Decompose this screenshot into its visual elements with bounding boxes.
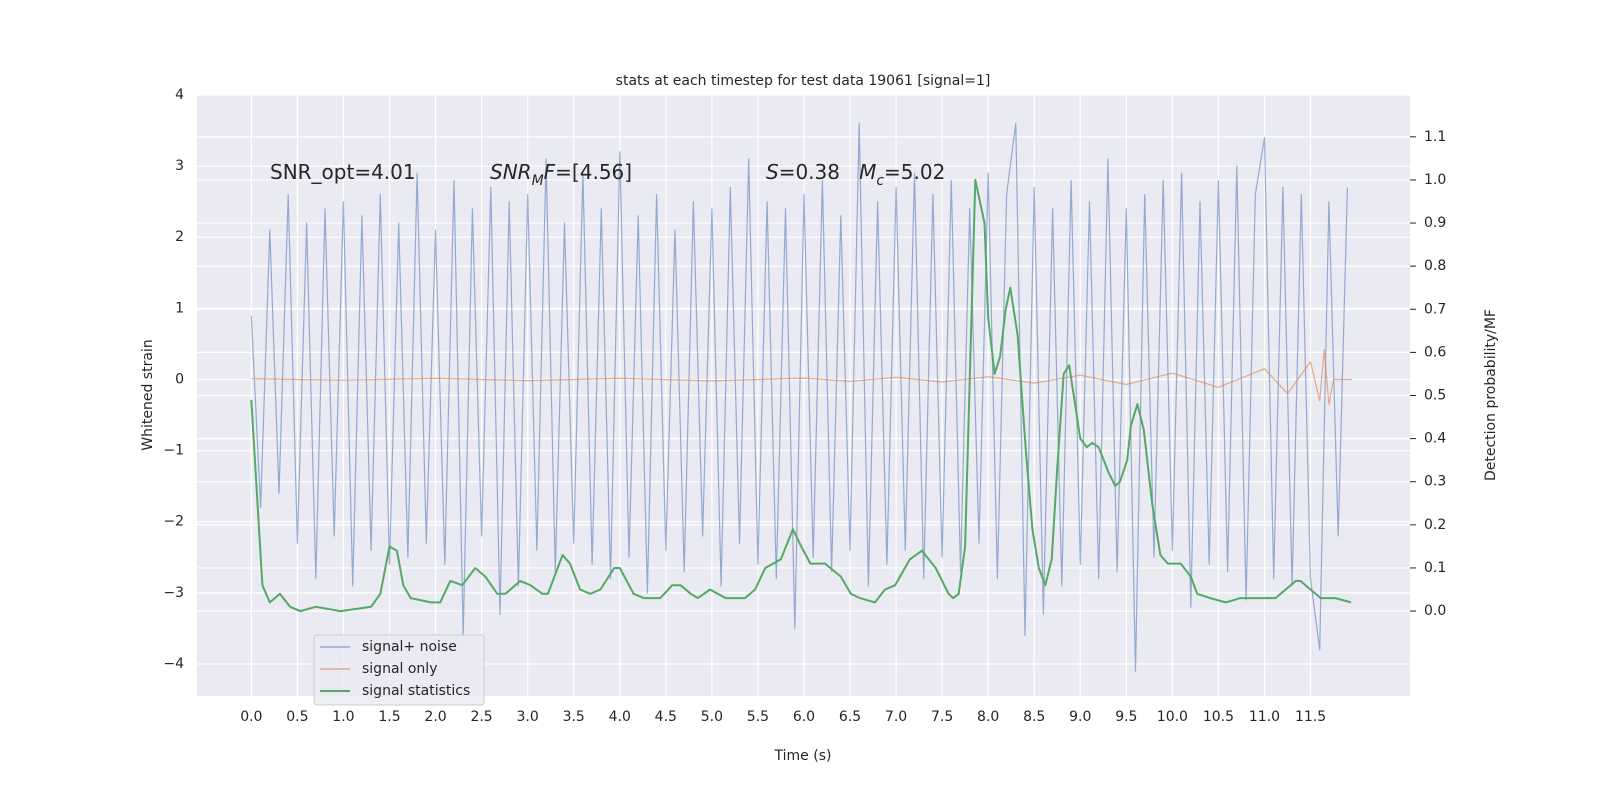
x-tick-label: 3.0 (517, 709, 539, 725)
x-tick-label: 8.5 (1023, 709, 1045, 725)
x-tick-label: 8.0 (977, 709, 999, 725)
y-tick-label: −4 (163, 656, 184, 672)
y2-tick-label: 0.6 (1424, 344, 1446, 360)
marks (250, 122, 1352, 672)
y2-tick-label: 0.8 (1424, 258, 1446, 274)
y-tick-label: 0 (175, 371, 184, 387)
x-tick-label: 4.5 (655, 709, 677, 725)
x-tick-label: 11.0 (1249, 709, 1280, 725)
annotation-part: SNR_opt=4.01 (270, 160, 416, 184)
legend-label: signal statistics (362, 683, 470, 699)
annotation: SNR_opt=4.01 (270, 160, 416, 184)
annotations: SNR_opt=4.01 SNRMF=[4.56] S=0.38 Mc=5.02 (270, 160, 945, 190)
legend: signal+ noise signal only signal statistic… (313, 634, 485, 706)
annotation-part: S (766, 160, 779, 184)
legend-box (313, 634, 485, 706)
annotation-part: =5.02 (884, 160, 945, 184)
y2-axis-label: Detection probability/MF (1483, 309, 1499, 481)
x-tick-label: 4.0 (609, 709, 631, 725)
x-tick-label: 0.0 (240, 709, 262, 725)
x-tick-label: 7.0 (885, 709, 907, 725)
legend-label: signal only (362, 661, 437, 677)
annotation-part: =[4.56] (555, 160, 632, 184)
y2-tick-label: 1.0 (1424, 172, 1446, 188)
series-line (251, 349, 1352, 405)
y2-tick-label: 0.0 (1424, 603, 1446, 619)
x-tick-label: 1.5 (378, 709, 400, 725)
annotation-part: c (876, 173, 884, 189)
annotation: SNRMF=[4.56] (490, 160, 632, 190)
x-tick-label: 3.5 (563, 709, 585, 725)
x-tick-label: 5.0 (701, 709, 723, 725)
annotation: S=0.38 Mc=5.02 (766, 160, 945, 190)
annotation-part: SNR (490, 160, 532, 184)
legend-label: signal+ noise (362, 639, 457, 655)
y2-tick-label: 1.1 (1424, 129, 1446, 145)
x-tick-label: 9.0 (1069, 709, 1091, 725)
annotation-part: M (532, 173, 544, 189)
y-tick-label: −3 (163, 585, 184, 601)
x-axis-label: Time (s) (774, 748, 832, 764)
series-line (250, 122, 1348, 672)
y-tick-label: 4 (175, 87, 184, 103)
y-axis-label: Whitened strain (140, 339, 156, 450)
y2-tick-label: 0.1 (1424, 560, 1446, 576)
x-tick-label: 11.5 (1295, 709, 1326, 725)
y-tick-label: −1 (163, 443, 184, 459)
x-tick-label: 5.5 (747, 709, 769, 725)
x-tick-label: 6.0 (793, 709, 815, 725)
x-tick-label: 10.5 (1203, 709, 1234, 725)
y2-tick-label: 0.3 (1424, 474, 1446, 490)
x-tick-label: 10.0 (1157, 709, 1188, 725)
y-tick-label: 1 (175, 300, 184, 316)
y2-tick-label: 0.7 (1424, 301, 1446, 317)
x-tick-label: 1.0 (332, 709, 354, 725)
y-tick-label: 3 (175, 158, 184, 174)
annotation-part: F (544, 160, 556, 184)
series-line (250, 178, 1352, 613)
y2-tick-label: 0.9 (1424, 215, 1446, 231)
y2-tick-label: 0.2 (1424, 517, 1446, 533)
annotation-part: M (859, 160, 876, 184)
y2-tick-label: 0.5 (1424, 388, 1446, 404)
x-tick-label: 0.5 (286, 709, 308, 725)
y-tick-label: 2 (175, 229, 184, 245)
x-tick-label: 7.5 (931, 709, 953, 725)
y-tick-label: −2 (163, 514, 184, 530)
annotation-part: =0.38 (779, 160, 859, 184)
x-tick-label: 2.0 (424, 709, 446, 725)
x-tick-label: 6.5 (839, 709, 861, 725)
y2-tick-label: 0.4 (1424, 431, 1446, 447)
chart-title: stats at each timestep for test data 190… (616, 73, 991, 89)
x-tick-label: 9.5 (1115, 709, 1137, 725)
x-tick-label: 2.5 (470, 709, 492, 725)
